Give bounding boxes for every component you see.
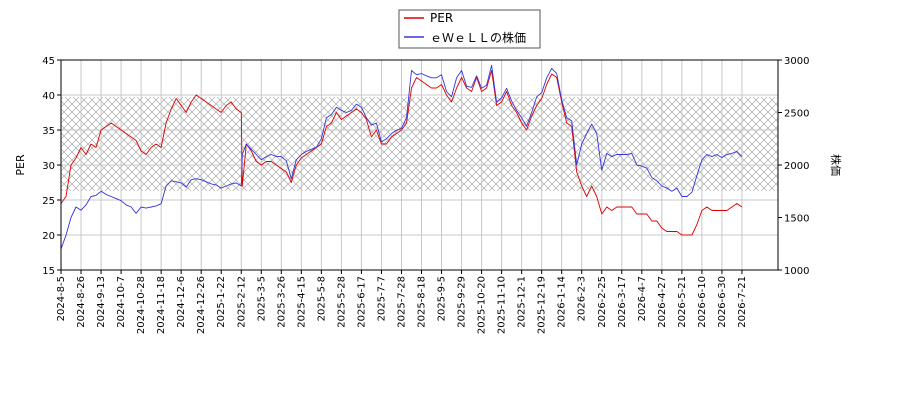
x-tick-label: 2024-11-18 [156, 276, 167, 334]
right-tick-label: 1000 [784, 266, 809, 277]
x-tick-label: 2025-9-29 [457, 276, 468, 328]
legend: PER ｅＷｅＬＬの株価 [398, 9, 541, 49]
x-tick-label: 2026-6-10 [697, 276, 708, 328]
x-tick-label: 2025-5-28 [336, 276, 347, 328]
legend-label-stock-price: ｅＷｅＬＬの株価 [430, 30, 526, 45]
left-tick-label: 35 [42, 126, 55, 137]
x-tick-label: 2024-10-28 [136, 276, 147, 334]
x-tick-label: 2024-9-13 [96, 276, 107, 328]
x-tick-label: 2024-12-6 [176, 276, 187, 328]
left-axis-ticks: 15 20 25 30 35 40 45 [42, 56, 61, 277]
right-tick-label: 2500 [784, 109, 809, 120]
left-tick-label: 40 [42, 91, 55, 102]
x-tick-label: 2025-1-22 [216, 276, 227, 328]
x-tick-label: 2026-3-17 [617, 276, 628, 328]
x-tick-label: 2026-1-14 [557, 276, 568, 328]
x-tick-label: 2025-11-10 [497, 276, 508, 334]
series-lines [61, 64, 743, 250]
x-tick-label: 2025-5-8 [316, 276, 327, 321]
left-tick-label: 15 [42, 266, 55, 277]
x-tick-label: 2025-8-18 [417, 276, 428, 328]
x-tick-label: 2025-7-28 [396, 276, 407, 328]
legend-label-per: PER [430, 11, 453, 25]
right-axis-ticks: 1000 1500 2000 2500 3000 [778, 56, 809, 277]
x-tick-label: 2025-2-12 [236, 276, 247, 328]
legend-box [398, 9, 541, 49]
x-tick-label: 2024-8-26 [76, 276, 87, 328]
x-tick-label: 2025-12-19 [537, 276, 548, 334]
left-tick-label: 30 [42, 161, 55, 172]
x-tick-label: 2026-2-3 [577, 276, 588, 321]
right-tick-label: 1500 [784, 214, 809, 225]
left-axis-title: PER [14, 154, 27, 176]
left-tick-label: 45 [42, 56, 55, 67]
x-tick-label: 2025-3-26 [276, 276, 287, 328]
x-tick-label: 2024-10-7 [116, 276, 127, 328]
x-tick-label: 2025-9-5 [437, 276, 448, 321]
series-line-stock-price [61, 64, 743, 250]
x-tick-label: 2024-8-5 [56, 276, 67, 321]
x-tick-label: 2026-2-25 [597, 276, 608, 328]
grid-lines [60, 59, 778, 271]
x-tick-label: 2024-12-26 [196, 276, 207, 334]
x-tick-label: 2025-7-7 [376, 276, 387, 321]
x-tick-label: 2026-7-21 [737, 276, 748, 328]
right-tick-label: 2000 [784, 161, 809, 172]
x-tick-label: 2026-6-30 [717, 276, 728, 328]
series-line-per [61, 70, 743, 236]
right-axis-title: 株価 [829, 154, 843, 176]
x-tick-label: 2026-4-27 [657, 276, 668, 328]
x-tick-label: 2025-3-5 [256, 276, 267, 321]
x-tick-label: 2025-12-1 [517, 276, 528, 328]
left-tick-label: 20 [42, 231, 55, 242]
x-axis-ticks: 2024-8-5 2024-8-26 2024-9-13 2024-10-7 2024-… [56, 270, 748, 334]
left-tick-label: 25 [42, 196, 55, 207]
x-tick-label: 2026-5-21 [677, 276, 688, 328]
x-tick-label: 2025-10-20 [477, 276, 488, 334]
x-tick-label: 2025-4-15 [296, 276, 307, 328]
right-tick-label: 3000 [784, 56, 809, 67]
hatched-band [61, 97, 778, 191]
x-tick-label: 2025-6-17 [356, 276, 367, 328]
x-tick-label: 2026-4-7 [637, 276, 648, 321]
